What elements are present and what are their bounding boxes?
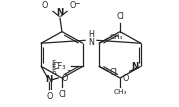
Text: O: O [69, 1, 75, 10]
Text: O: O [61, 74, 68, 82]
Text: Cl: Cl [58, 90, 66, 99]
Text: −: − [66, 68, 72, 74]
Text: O: O [46, 92, 52, 101]
Text: −: − [74, 1, 79, 7]
Text: +: + [52, 71, 57, 76]
Text: N: N [132, 62, 139, 71]
Text: F: F [52, 64, 56, 70]
Text: H
N: H N [88, 30, 94, 47]
Text: CH₃: CH₃ [109, 34, 123, 40]
Text: N: N [56, 8, 64, 17]
Text: O: O [42, 1, 48, 10]
Text: F: F [52, 69, 56, 75]
Text: CF₃: CF₃ [52, 62, 66, 71]
Text: O: O [123, 74, 129, 83]
Text: Cl: Cl [109, 68, 117, 77]
Text: CH₃: CH₃ [113, 89, 127, 95]
Text: N: N [46, 75, 53, 84]
Text: Cl: Cl [116, 12, 124, 21]
Text: F: F [52, 60, 56, 66]
